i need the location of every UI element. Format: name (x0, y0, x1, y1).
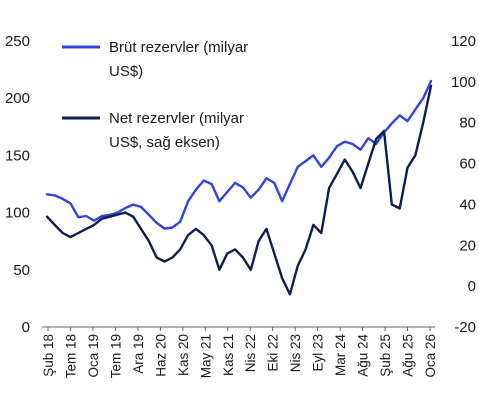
x-axis: Şub 18 Tem 18 Oca 19 Tem 19 Ara 19 Haz 20 Kas … (41, 326, 438, 378)
legend-label-gross-reserves-line2: US$) (109, 63, 143, 80)
y-right-tick-label: 80 (459, 115, 476, 132)
y-right-tick-label: -20 (454, 319, 476, 336)
x-tick-label: Ağu 25 (401, 334, 416, 377)
x-tick-label: Ara 19 (131, 334, 146, 374)
x-tick-label: Eki 22 (266, 334, 281, 372)
x-tick-label: Şub 18 (41, 334, 56, 377)
y-right-tick-label: 20 (459, 237, 476, 254)
x-tick-label: Haz 20 (153, 334, 168, 377)
x-tick-label: Eyl 23 (311, 334, 326, 372)
right-axis: -20 0 20 40 60 80 100 120 (451, 33, 476, 336)
x-tick-label: Kas 21 (221, 334, 236, 376)
legend-label-net-reserves-line2: US$, sağ eksen) (109, 134, 220, 151)
x-tick-label: May 21 (198, 334, 213, 378)
y-left-tick-label: 0 (22, 319, 30, 336)
x-tick-label: Tem 18 (63, 334, 78, 378)
series-line-net-reserves (45, 84, 433, 296)
plot-area (45, 79, 433, 296)
y-right-tick-label: 0 (468, 278, 476, 295)
legend-label-net-reserves-line1: Net rezervler (milyar (109, 110, 244, 127)
legend-label-gross-reserves-line1: Brüt rezervler (milyar (109, 39, 248, 56)
x-tick-label: Oca 26 (423, 334, 438, 378)
x-tick-label: Şub 25 (378, 334, 393, 377)
y-left-tick-label: 150 (5, 147, 30, 164)
y-right-tick-label: 40 (459, 196, 476, 213)
x-tick-label: Kas 20 (176, 334, 191, 376)
legend: Brüt rezervler (milyar US$) Net rezervle… (62, 39, 248, 151)
left-axis: 0 50 100 150 200 250 (5, 33, 30, 336)
y-right-tick-label: 100 (451, 74, 476, 91)
y-right-tick-label: 120 (451, 33, 476, 50)
y-left-tick-label: 200 (5, 90, 30, 107)
x-tick-label: Nis 22 (243, 334, 258, 372)
y-left-tick-label: 100 (5, 205, 30, 222)
x-tick-label: Nis 23 (288, 334, 303, 372)
y-right-tick-label: 60 (459, 156, 476, 173)
y-left-tick-label: 50 (13, 262, 30, 279)
x-tick-label: Tem 19 (108, 334, 123, 378)
x-tick-label: Mar 24 (333, 334, 348, 377)
y-left-tick-label: 250 (5, 33, 30, 50)
x-tick-label: Ağu 24 (356, 334, 371, 377)
series-line-gross-reserves (45, 79, 433, 230)
x-tick-label: Oca 19 (86, 334, 101, 378)
